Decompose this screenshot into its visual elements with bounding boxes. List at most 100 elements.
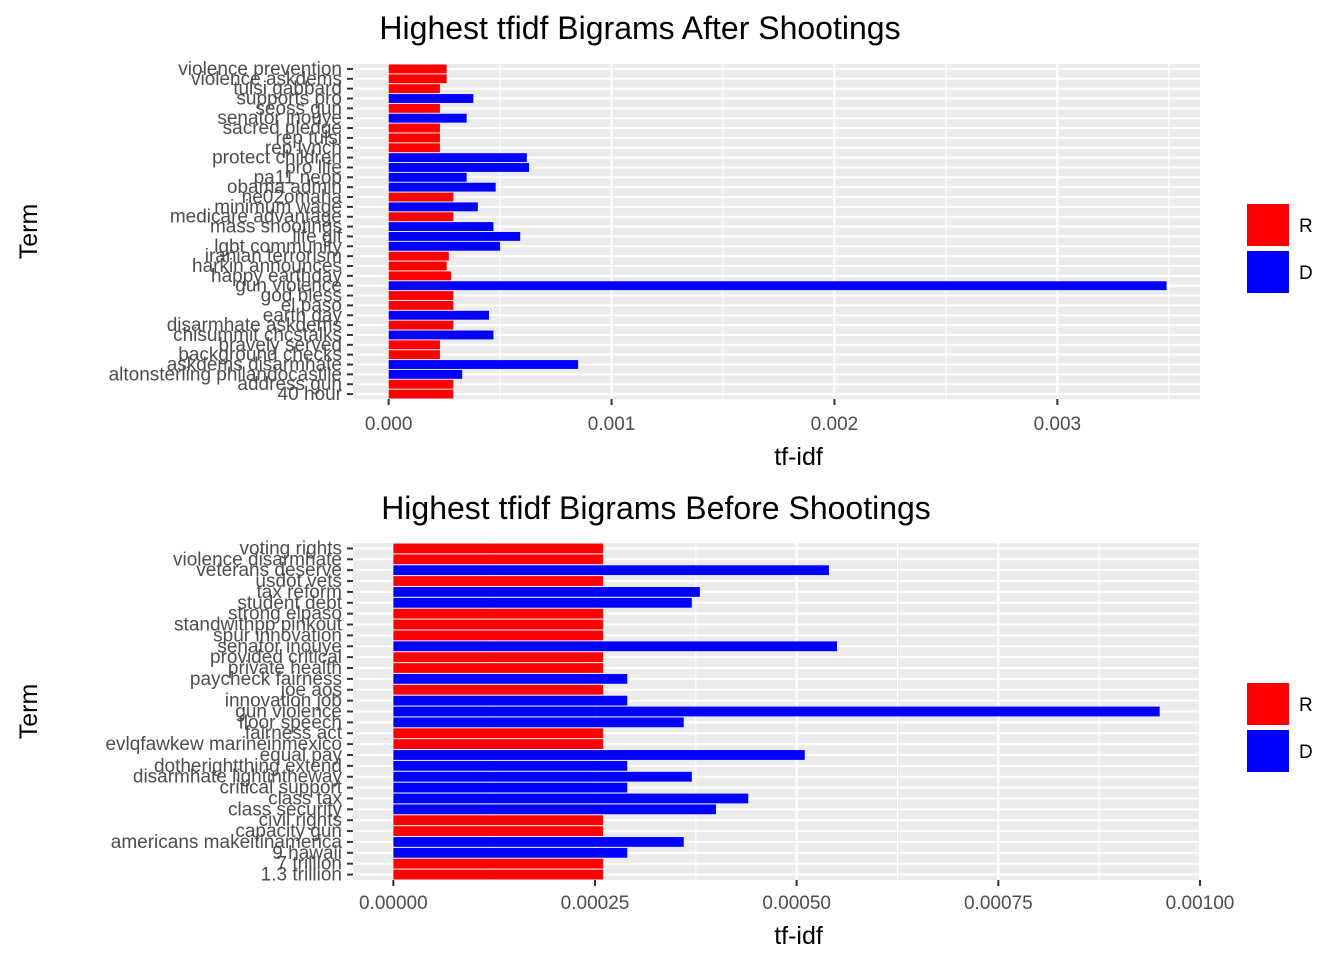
- bar-paycheck-fairness: [393, 673, 628, 684]
- bar-class-security: [393, 804, 716, 815]
- y-tick-label-senator-inouye: senator inouye: [217, 636, 342, 657]
- bar-rep-lynch: [388, 143, 440, 153]
- bar-floor-speech: [393, 717, 684, 728]
- bar-capacity-gun: [393, 826, 604, 836]
- chart-title: Highest tfidf Bigrams Before Shootings: [381, 490, 931, 526]
- y-tick-label-askdems-disarmhate: askdems disarmhate: [167, 355, 342, 376]
- chart-title: Highest tfidf Bigrams After Shootings: [379, 10, 900, 46]
- y-tick-label-spur-innovation: spur innovation: [213, 625, 342, 646]
- y-tick-label-capacity-gun: capacity gun: [235, 821, 342, 842]
- bar-9-hawaii: [393, 847, 628, 858]
- y-tick-label-iranian-terrorism: iranian terrorism: [205, 246, 342, 267]
- y-tick-label-gun-violence: gun violence: [235, 702, 342, 723]
- bar-protect-children: [388, 153, 527, 163]
- bar-voting-rights: [393, 543, 604, 554]
- y-tick-label-happy-earthday: happy earthday: [211, 266, 342, 287]
- bar-pro-life: [388, 163, 530, 172]
- y-tick-label-veterans-deserve: veterans deserve: [196, 560, 342, 581]
- bar-1-3-trillion: [393, 869, 604, 880]
- x-tick-label: 0.00050: [762, 893, 831, 914]
- y-tick-label-ne02omaha: ne02omaha: [242, 187, 343, 208]
- bar-veterans-deserve: [393, 565, 829, 576]
- y-tick-label-standwithpp-pinkout: standwithpp pinkout: [174, 615, 343, 636]
- bar-address-gun: [388, 379, 454, 389]
- x-tick-label: 0.001: [588, 414, 636, 435]
- x-axis-title: tf-idf: [774, 443, 823, 471]
- y-tick-label-evlqfawkew-marineinmexico: evlqfawkew marineinmexico: [105, 734, 342, 755]
- y-tick-label-god-bless: god bless: [261, 286, 342, 307]
- y-tick-label-medicare-advantage: medicare advantage: [170, 207, 342, 228]
- y-tick-label-disarmhate-lightintheway: disarmhate lightintheway: [133, 767, 343, 788]
- bar-life-gif: [388, 231, 521, 241]
- bar-class-tax: [393, 793, 749, 804]
- bar-iranian-terrorism: [388, 251, 449, 261]
- y-tick-label-chisummit-chcstalks: chisummit chcstalks: [173, 325, 342, 346]
- y-tick-label-voting-rights: voting rights: [240, 538, 342, 559]
- bar-7-trillion: [393, 858, 604, 869]
- y-tick-label-lgbt-community: lgbt community: [214, 236, 342, 257]
- bar-chisummit-chcstalks: [388, 330, 494, 340]
- x-tick-label: 0.00000: [359, 893, 428, 914]
- y-tick-label-americans-makeitinamerica: americans makeitinamerica: [111, 832, 343, 853]
- bar-ne02omaha: [388, 192, 454, 202]
- y-tick-label-1-3-trillion: 1.3 trillion: [261, 865, 342, 886]
- y-tick-label-civil-rights: civil rights: [259, 810, 342, 831]
- bar-bravely-served: [388, 340, 440, 350]
- bar-happy-earthday: [388, 271, 452, 281]
- plot-panel: [353, 64, 1200, 399]
- y-tick-label-rep-lynch: rep lynch: [265, 138, 342, 159]
- legend-label-d: D: [1299, 742, 1313, 763]
- legend: RD: [1247, 204, 1313, 293]
- after-shootings-chart: Highest tfidf Bigrams After Shootings vio…: [15, 10, 1313, 471]
- bar-senator-inouye: [388, 113, 467, 123]
- y-tick-label-class-security: class security: [228, 799, 343, 820]
- bar-gun-violence: [393, 706, 1160, 717]
- bar-disarmhate-askdems: [388, 320, 454, 330]
- y-tick-label-altonsterling-philandocastile: altonsterling philandocastile: [109, 364, 342, 385]
- x-axis-title: tf-idf: [774, 922, 823, 950]
- x-tick-label: 0.003: [1034, 414, 1082, 435]
- bar-obama-admin: [388, 182, 496, 192]
- bar-minimum-wage: [388, 202, 478, 212]
- legend-label-d: D: [1299, 263, 1313, 284]
- x-tick-label: 0.002: [811, 414, 859, 435]
- y-tick-label-critical-support: critical support: [220, 778, 343, 799]
- y-tick-label-violence-prevention: violence prevention: [178, 59, 342, 80]
- bar-background-checks: [388, 350, 440, 360]
- bar-mass-shootings: [388, 222, 494, 232]
- bar-americans-makeitinamerica: [393, 837, 684, 847]
- y-axis-title: Term: [15, 684, 43, 740]
- y-tick-label-violence-disarmhate: violence disarmhate: [173, 549, 342, 570]
- bar-seoss-gun: [388, 103, 440, 113]
- y-tick-label-dotherightthing-extend: dotherightthing extend: [154, 756, 342, 777]
- y-tick-label-bravely-served: bravely served: [218, 335, 342, 356]
- y-tick-label-private-health: private health: [228, 658, 342, 679]
- bar-god-bless: [388, 291, 454, 300]
- bar-tax-reform: [393, 587, 700, 597]
- bar-harkin-announces: [388, 261, 447, 271]
- y-tick-label-floor-speech: floor speech: [238, 712, 342, 733]
- legend-swatch-r: [1247, 204, 1289, 246]
- bar-student-debt: [393, 597, 692, 608]
- bar-violence-askdems: [388, 74, 447, 84]
- y-tick-label-harkin-announces: harkin announces: [192, 256, 342, 277]
- bar-standwithpp-pinkout: [393, 619, 604, 630]
- bar-dotherightthing-extend: [393, 760, 628, 771]
- y-tick-label-pro-life: pro life: [285, 157, 342, 178]
- y-tick-label-fairness-act: fairness act: [245, 723, 343, 744]
- y-tick-label-life-gif: life gif: [292, 226, 342, 247]
- bar-innovation-job: [393, 695, 628, 706]
- bar-askdems-disarmhate: [388, 360, 579, 369]
- bar-earth-day: [388, 310, 489, 320]
- bar-violence-prevention: [388, 64, 447, 74]
- legend: RD: [1247, 683, 1313, 772]
- legend-label-r: R: [1299, 695, 1313, 716]
- bar-provided-critical: [393, 652, 604, 663]
- y-tick-label-equal-pay: equal pay: [260, 745, 343, 766]
- bar-fairness-act: [393, 728, 604, 739]
- bar-supports-pro: [388, 94, 474, 103]
- bar-rep-tulsi: [388, 133, 440, 143]
- y-tick-label-40-hour: 40 hour: [278, 384, 343, 405]
- bar-spur-innovation: [393, 630, 604, 641]
